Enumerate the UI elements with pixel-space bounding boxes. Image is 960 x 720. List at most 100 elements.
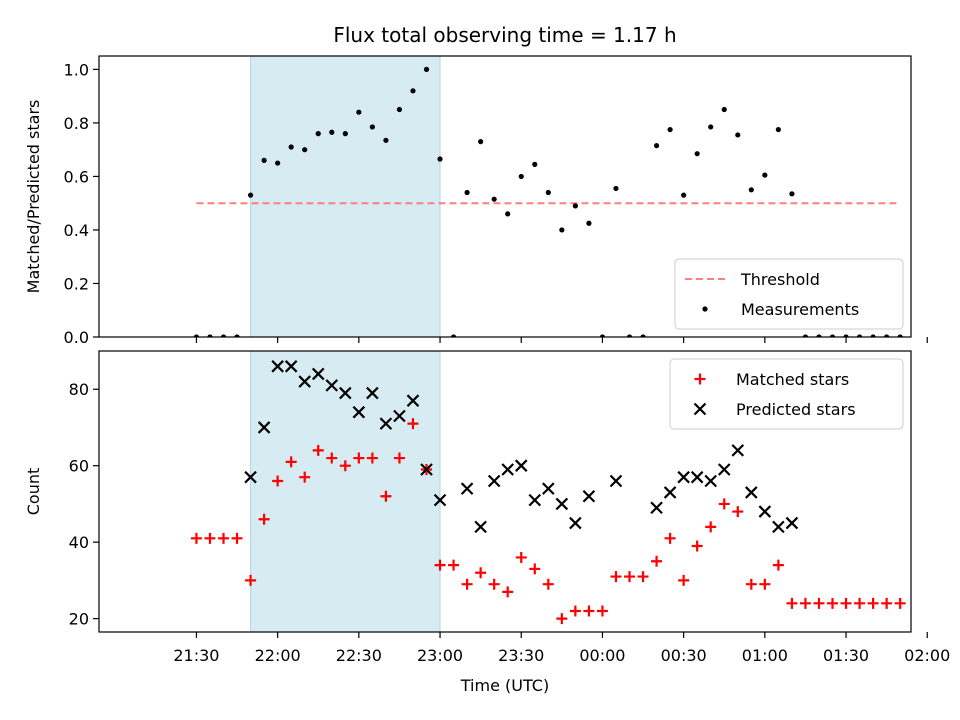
predicted-star-point [582, 490, 596, 503]
measurement-point [829, 334, 836, 337]
matched-star-point [840, 597, 852, 609]
measurement-point [356, 109, 362, 115]
matched-star-point [515, 551, 527, 563]
measurement-point [315, 131, 321, 137]
matched-star-point [799, 597, 811, 609]
predicted-star-point [555, 497, 569, 511]
matched-star-point [678, 574, 690, 586]
predicted-star-point [785, 516, 799, 530]
y-tick-label: 0.4 [64, 221, 89, 240]
matched-star-point [434, 559, 446, 571]
measurement-point [450, 334, 457, 337]
predicted-star-point [311, 367, 325, 381]
matched-star-point [596, 605, 608, 617]
measurement-point [640, 334, 646, 337]
y-tick-label: 0.6 [64, 167, 89, 186]
x-tick-label: 00:30 [661, 646, 707, 665]
matched-star-point [732, 506, 744, 518]
predicted-star-point [433, 493, 447, 507]
matched-star-point [854, 597, 866, 609]
measurement-point [667, 126, 673, 133]
x-tick-label: 21:30 [173, 646, 219, 665]
matched-star-point [258, 513, 270, 525]
measurement-point [423, 66, 430, 72]
predicted-star-point [393, 409, 406, 423]
predicted-star-point [406, 394, 420, 407]
measurement-point [856, 334, 863, 337]
legend-label: Predicted stars [736, 400, 856, 419]
y-axis-label: Matched/Predicted stars [24, 100, 43, 294]
matched-star-point [407, 418, 419, 430]
predicted-star-point [677, 470, 690, 484]
matched-star-point [569, 605, 581, 617]
matched-star-point [542, 578, 554, 590]
matched-star-point [624, 571, 636, 583]
top-panel: 0.0 0.2 0.4 0.6 0.8 1.0 Matched/Predicted star… [24, 55, 928, 347]
matched-star-point [245, 574, 257, 586]
matched-star-point [285, 456, 297, 468]
measurement-point [410, 88, 416, 94]
measurement-point [518, 173, 524, 180]
plot-frame [98, 55, 912, 338]
matched-star-point [204, 532, 216, 544]
x-axis-label: Time (UTC) [460, 676, 549, 695]
measurement-point [775, 126, 781, 133]
measurement-point [545, 189, 551, 196]
matched-star-point [475, 567, 487, 579]
predicted-star-point [366, 386, 379, 400]
bottom-panel: 20 40 60 80 21:30 22:00 22:30 23:00 23:30 00:00 00… [24, 350, 950, 665]
x-tick-label: 01:30 [823, 646, 869, 665]
measurement-point [288, 144, 294, 150]
chart-title: Flux total observing time = 1.17 h [333, 23, 676, 47]
measurement-point [816, 334, 822, 337]
matched-star-point [718, 498, 730, 510]
matched-star-point [894, 597, 906, 609]
predicted-star-point [271, 360, 284, 373]
measurement-point [789, 191, 795, 197]
highlight-span [250, 350, 441, 633]
matched-star-point [393, 452, 405, 464]
matched-star-point [772, 559, 784, 571]
matched-star-point [664, 532, 676, 544]
predicted-star-point [650, 501, 663, 515]
matched-star-point [461, 578, 473, 590]
predicted-star-point [528, 493, 542, 507]
predicted-star-point [487, 474, 501, 488]
measurement-point [302, 147, 308, 153]
measurement-point [383, 137, 389, 143]
legend-frame [669, 358, 904, 430]
legend: Matched stars Predicted stars [669, 358, 904, 430]
matched-star-point [380, 490, 392, 502]
measurement-point [275, 160, 281, 166]
legend-frame [674, 258, 904, 330]
measurement-point [681, 192, 687, 198]
matched-star-point [651, 555, 663, 567]
data-layer [193, 66, 903, 337]
predicted-star-point [244, 470, 257, 484]
x-tick-label: 22:30 [336, 646, 382, 665]
y-tick-label: 1.0 [64, 60, 89, 79]
y-tick-label: 80 [69, 380, 89, 399]
measurement-point [572, 203, 578, 209]
measurement-point [870, 334, 876, 337]
matched-star-point [705, 521, 717, 533]
predicted-star-point [379, 417, 393, 430]
plot-frame [98, 350, 912, 633]
matched-star-point [867, 597, 879, 609]
predicted-star-point [474, 520, 487, 534]
legend-label: Matched stars [736, 370, 849, 389]
x-tick-label: 00:00 [579, 646, 625, 665]
matched-star-point [813, 597, 825, 609]
measurement-point [626, 334, 633, 337]
measurement-point [721, 106, 727, 113]
matched-star-point [759, 578, 771, 590]
predicted-star-point [731, 444, 745, 457]
measurement-point [437, 156, 443, 162]
legend-matched-swatch [694, 373, 706, 385]
predicted-star-point [758, 505, 772, 518]
predicted-star-point [609, 474, 623, 488]
y-tick-label: 0.2 [64, 274, 89, 293]
predicted-star-point [501, 463, 514, 476]
matched-star-point [353, 452, 365, 464]
